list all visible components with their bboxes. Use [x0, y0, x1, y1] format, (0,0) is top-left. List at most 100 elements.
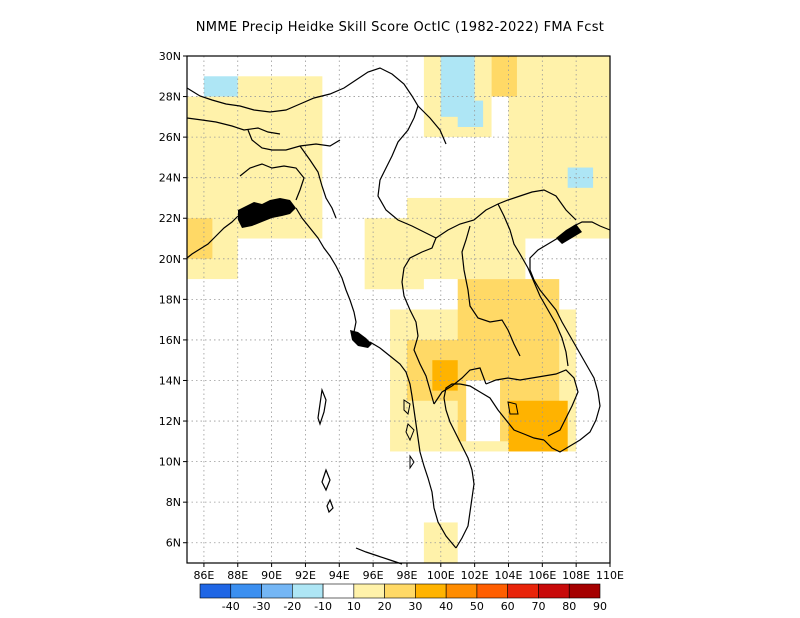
no-skill-region-0 [466, 380, 501, 442]
lat-tick-12N: 12N [159, 415, 187, 428]
colorbar-swatch-7 [415, 583, 447, 599]
colorbar-swatch-5 [353, 583, 385, 599]
border-thailand-cambodia [451, 367, 487, 387]
lon-tick-label: 90E [261, 569, 282, 582]
lat-tick-6N: 6N [166, 537, 187, 550]
lon-tick-92E: 92E [295, 563, 316, 582]
colorbar-swatch-3 [292, 583, 324, 599]
skill-region-12 [508, 400, 568, 452]
border-assam [247, 129, 341, 151]
colorbar-label: -10 [314, 600, 332, 613]
map-frame-group [186, 55, 611, 564]
lat-tick-16N: 16N [159, 334, 187, 347]
colorbar-swatch-0 [199, 583, 232, 599]
lon-tick-label: 108E [562, 569, 590, 582]
lon-tick-94E: 94E [329, 563, 350, 582]
lon-tick-90E: 90E [261, 563, 282, 582]
colorbar-swatch-11 [538, 583, 570, 599]
lat-tick-8N: 8N [166, 496, 187, 509]
lon-tick-label: 102E [461, 569, 489, 582]
lat-tick-label: 6N [166, 537, 181, 550]
colorbar-label-group: -40 [222, 600, 240, 613]
lat-tick-10N: 10N [159, 456, 187, 469]
lon-tick-86E: 86E [193, 563, 214, 582]
coastline-gulf-thailand [459, 383, 545, 441]
page-title: NMME Precip Heidke Skill Score OctIC (19… [195, 20, 605, 35]
colorbar-swatch-12 [568, 583, 601, 599]
colorbar-label: -30 [253, 600, 271, 613]
lat-tick-label: 22N [159, 212, 181, 225]
andaman-islands [317, 387, 334, 514]
colorbar-label-group: 50 [470, 600, 484, 613]
lat-tick-28N: 28N [159, 91, 187, 104]
lon-tick-106E: 106E [528, 563, 556, 582]
colorbar-label-group: 80 [562, 600, 576, 613]
colorbar-label-group: -20 [283, 600, 301, 613]
skill-region-16 [567, 167, 594, 188]
lat-tick-18N: 18N [159, 293, 187, 306]
lat-tick-30N: 30N [159, 50, 187, 63]
lon-tick-98E: 98E [396, 563, 417, 582]
border-thailand-malaysia [433, 385, 453, 405]
lat-tick-label: 28N [159, 91, 181, 104]
skill-region-11 [491, 56, 517, 97]
lat-tick-label: 20N [159, 253, 181, 266]
lat-tick-label: 18N [159, 293, 181, 306]
colorbar-swatch-1 [230, 583, 262, 599]
colorbar-label: -20 [283, 600, 301, 613]
colorbar-label-group: 90 [593, 600, 607, 613]
colorbar-swatch-10 [507, 583, 539, 599]
colorbar-label: 40 [439, 600, 453, 613]
lat-tick-24N: 24N [159, 172, 187, 185]
border-india-myanmar [299, 145, 337, 219]
coastline-gulf-tonkin [556, 224, 582, 244]
coastline-ganges-delta [238, 198, 296, 228]
lat-tick-22N: 22N [159, 212, 187, 225]
lon-tick-110E: 110E [596, 563, 624, 582]
border-laos-thailand [461, 225, 521, 357]
colorbar-label-group: -10 [314, 600, 332, 613]
lon-tick-label: 106E [528, 569, 556, 582]
lon-tick-label: 88E [227, 569, 248, 582]
lat-tick-label: 10N [159, 456, 181, 469]
lat-tick-label: 14N [159, 374, 181, 387]
lon-tick-100E: 100E [427, 563, 455, 582]
border-himalaya [186, 67, 419, 119]
skill-region-15 [457, 100, 484, 127]
colorbar-label: 60 [501, 600, 515, 613]
lon-tick-102E: 102E [461, 563, 489, 582]
colorbar-label-group: 40 [439, 600, 453, 613]
lon-tick-108E: 108E [562, 563, 590, 582]
mergui-archipelago [403, 399, 415, 470]
colorbar-label: 70 [531, 600, 545, 613]
colorbar-label: 50 [470, 600, 484, 613]
colorbar: -40 -30 -20 -10 10 20 30 40 50 60 70 80 90 [199, 583, 607, 613]
border-laos-vietnam [497, 203, 569, 367]
lat-tick-label: 30N [159, 50, 181, 63]
skill-region-17 [203, 76, 238, 97]
border-myanmar-thailand [401, 237, 437, 405]
colorbar-label: 30 [408, 600, 422, 613]
colorbar-label-group: 30 [408, 600, 422, 613]
border-yunnan [417, 105, 447, 145]
lat-tick-label: 26N [159, 131, 181, 144]
skill-region-4 [508, 56, 610, 239]
latitude-tick-labels: 6N 8N 10N 12N 14N 16N 18N 20N 22N 24N 26N 28N 30N [159, 50, 187, 550]
skill-region-10 [187, 218, 213, 259]
colorbar-label-group: -30 [253, 600, 271, 613]
lat-tick-20N: 20N [159, 253, 187, 266]
colorbar-label-group: 10 [347, 600, 361, 613]
skill-shading-layer [187, 56, 610, 563]
colorbar-label: 80 [562, 600, 576, 613]
longitude-tick-labels: 86E 88E 90E 92E 94E 96E 98E 100E 102E 104E 106E 108… [193, 563, 624, 582]
lon-tick-104E: 104E [495, 563, 522, 582]
colorbar-swatch-6 [384, 583, 416, 599]
lon-tick-label: 110E [596, 569, 624, 582]
border-bangladesh [239, 163, 305, 201]
coastline-irrawaddy-delta [350, 330, 372, 348]
coastline-malay-west [369, 341, 457, 549]
lon-tick-label: 86E [193, 569, 214, 582]
lat-tick-label: 12N [159, 415, 181, 428]
colorbar-label: 20 [378, 600, 392, 613]
